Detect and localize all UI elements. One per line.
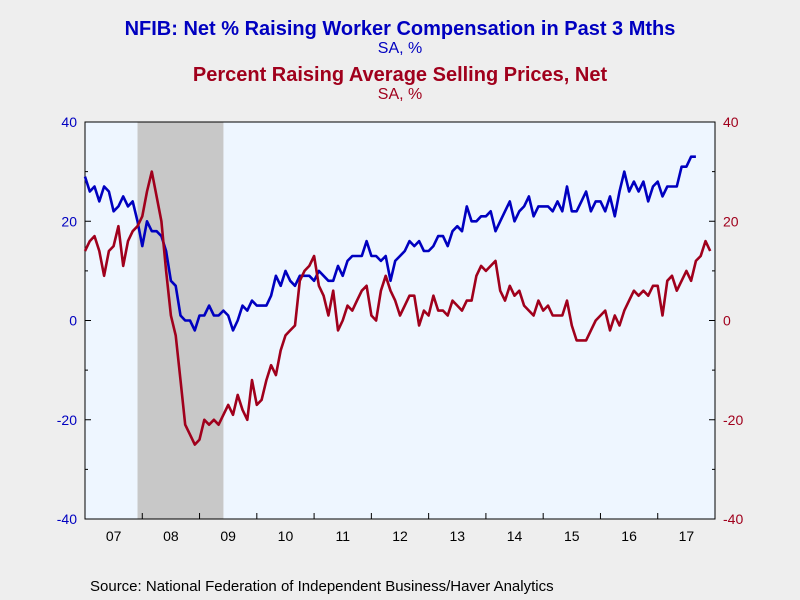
x-tick-label: 13: [449, 528, 465, 544]
chart-title-2: Percent Raising Average Selling Prices, …: [192, 64, 608, 86]
y-tick-label-right: 0: [723, 313, 731, 329]
chart-subtitle-2: SA, %: [377, 86, 423, 103]
recession-shading: [137, 122, 224, 519]
y-tick-label-right: -40: [723, 511, 743, 527]
x-tick-label: 10: [278, 528, 294, 544]
y-tick-label-left: 0: [69, 313, 77, 329]
y-tick-label-left: 20: [61, 213, 77, 229]
chart-title-1: NFIB: Net % Raising Worker Compensation …: [124, 18, 676, 40]
x-tick-label: 17: [679, 528, 695, 544]
x-tick-label: 07: [106, 528, 122, 544]
y-tick-label-right: 20: [723, 213, 739, 229]
x-tick-label: 12: [392, 528, 408, 544]
y-tick-label-right: -20: [723, 412, 743, 428]
x-tick-label: 08: [163, 528, 179, 544]
y-tick-label-left: -20: [57, 412, 77, 428]
chart-subtitle-1: SA, %: [377, 40, 423, 57]
source-note: Source: National Federation of Independe…: [90, 578, 554, 595]
x-tick-label: 11: [335, 528, 350, 544]
series-line-2: [83, 170, 712, 446]
series-line-1: [83, 155, 696, 332]
y-tick-label-left: 40: [61, 114, 77, 130]
x-tick-label: 14: [507, 528, 523, 544]
x-tick-label: 15: [564, 528, 580, 544]
x-tick-label: 16: [621, 528, 637, 544]
y-tick-label-left: -40: [57, 511, 77, 527]
y-tick-label-right: 40: [723, 114, 739, 130]
x-tick-label: 09: [220, 528, 236, 544]
